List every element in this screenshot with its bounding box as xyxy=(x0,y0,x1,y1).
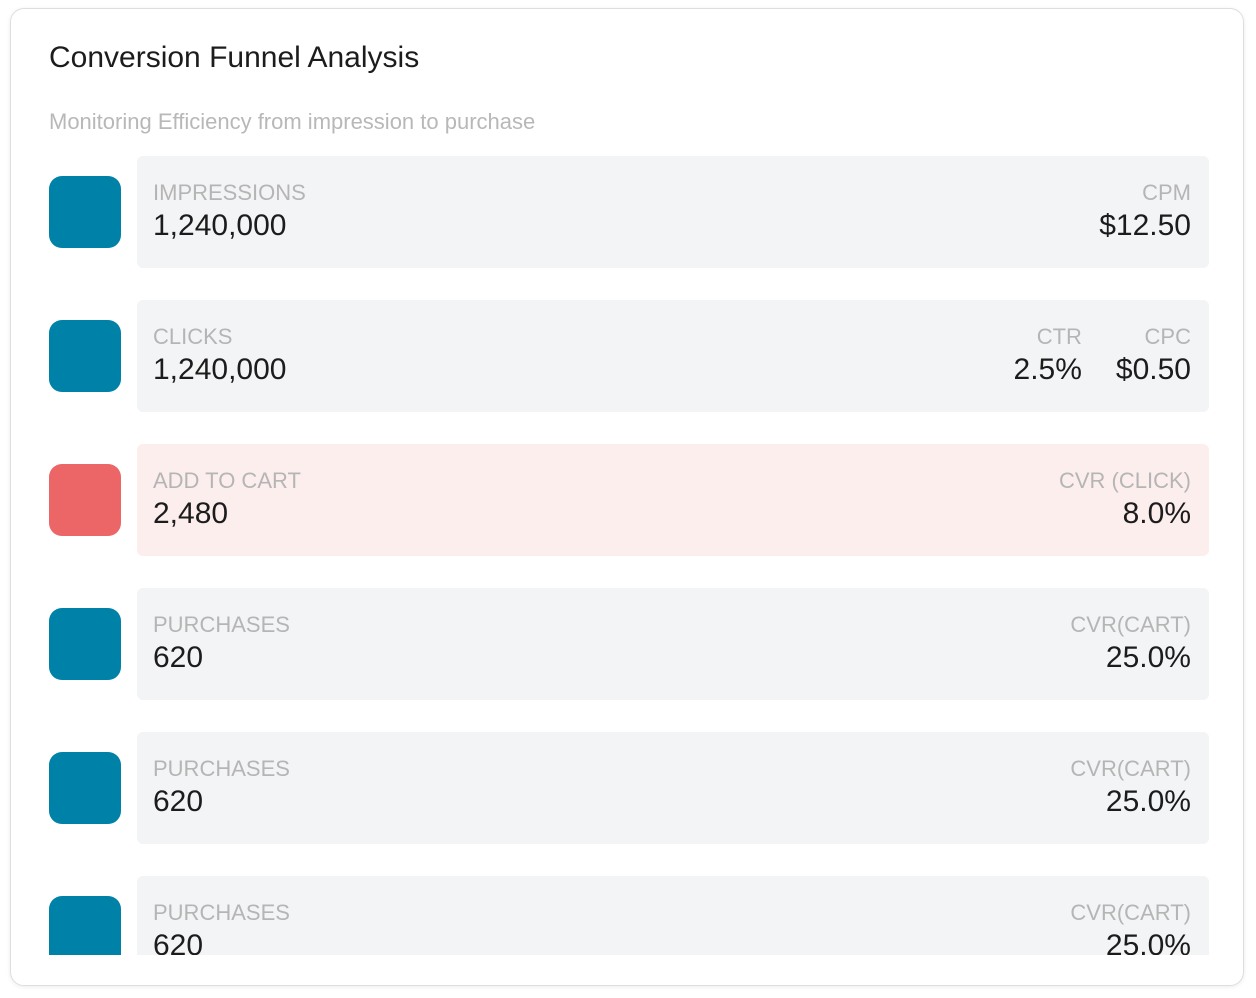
stage-main: PURCHASES 620 xyxy=(153,612,290,676)
stage-value: 2,480 xyxy=(153,497,229,530)
stage-main: PURCHASES 620 xyxy=(153,900,290,955)
metric-label: CVR(CART) xyxy=(1070,900,1191,925)
funnel-row: PURCHASES 620 CVR(CART) 25.0% xyxy=(49,732,1209,844)
stage-icon xyxy=(49,464,121,536)
stage-main: ADD TO CART 2,480 xyxy=(153,468,301,532)
stage-label: IMPRESSIONS xyxy=(153,180,306,205)
metric-value: 25.0% xyxy=(1105,929,1191,955)
metric-value: $12.50 xyxy=(1099,209,1191,242)
metric: CVR(CART) 25.0% xyxy=(1070,612,1191,676)
metric-value: 8.0% xyxy=(1122,497,1191,530)
stage-value: 620 xyxy=(153,929,204,955)
stage-value: 1,240,000 xyxy=(153,209,287,242)
stage-metrics: CVR (CLICK) 8.0% xyxy=(1059,468,1191,532)
funnel-row: IMPRESSIONS 1,240,000 CPM $12.50 xyxy=(49,156,1209,268)
metric: CVR (CLICK) 8.0% xyxy=(1059,468,1191,532)
stage-icon xyxy=(49,176,121,248)
stage-icon xyxy=(49,752,121,824)
stage-metrics: CTR 2.5% CPC $0.50 xyxy=(1014,324,1191,388)
title: Conversion Funnel Analysis xyxy=(49,41,420,74)
metric: CPM $12.50 xyxy=(1099,180,1191,244)
stage-metrics: CVR(CART) 25.0% xyxy=(1070,756,1191,820)
metric-value: $0.50 xyxy=(1115,353,1191,386)
metric: CVR(CART) 25.0% xyxy=(1070,900,1191,955)
funnel-card: Conversion Funnel Analysis Monitoring Ef… xyxy=(10,8,1244,986)
metric-value: 25.0% xyxy=(1105,785,1191,818)
funnel-row: ADD TO CART 2,480 CVR (CLICK) 8.0% xyxy=(49,444,1209,556)
stage-icon xyxy=(49,608,121,680)
stage-box: PURCHASES 620 CVR(CART) 25.0% xyxy=(137,588,1209,700)
stage-box: IMPRESSIONS 1,240,000 CPM $12.50 xyxy=(137,156,1209,268)
subtitle: Monitoring Efficiency from impression to… xyxy=(49,109,536,134)
funnel-row: CLICKS 1,240,000 CTR 2.5% CPC $0.50 xyxy=(49,300,1209,412)
metric: CTR 2.5% xyxy=(1014,324,1082,388)
stage-label: CLICKS xyxy=(153,324,233,349)
stage-box: PURCHASES 620 CVR(CART) 25.0% xyxy=(137,876,1209,955)
stage-metrics: CVR(CART) 25.0% xyxy=(1070,612,1191,676)
stage-metrics: CPM $12.50 xyxy=(1099,180,1191,244)
metric: CVR(CART) 25.0% xyxy=(1070,756,1191,820)
metric-label: CPM xyxy=(1142,180,1191,205)
metric-label: CVR (CLICK) xyxy=(1058,468,1191,493)
stage-label: PURCHASES xyxy=(153,756,290,781)
metric-value: 25.0% xyxy=(1105,641,1191,674)
funnel-list: IMPRESSIONS 1,240,000 CPM $12.50 CLICKS 1,240… xyxy=(49,156,1209,955)
stage-label: ADD TO CART xyxy=(153,468,301,493)
funnel-row: PURCHASES 620 CVR(CART) 25.0% xyxy=(49,876,1209,955)
stage-label: PURCHASES xyxy=(153,612,290,637)
metric-value: 2.5% xyxy=(1013,353,1082,386)
metric: CPC $0.50 xyxy=(1116,324,1191,388)
stage-metrics: CVR(CART) 25.0% xyxy=(1070,900,1191,955)
stage-main: CLICKS 1,240,000 xyxy=(153,324,286,388)
stage-box: CLICKS 1,240,000 CTR 2.5% CPC $0.50 xyxy=(137,300,1209,412)
stage-label: PURCHASES xyxy=(153,900,290,925)
stage-box: ADD TO CART 2,480 CVR (CLICK) 8.0% xyxy=(137,444,1209,556)
stage-main: IMPRESSIONS 1,240,000 xyxy=(153,180,306,244)
metric-label: CVR(CART) xyxy=(1070,756,1191,781)
stage-box: PURCHASES 620 CVR(CART) 25.0% xyxy=(137,732,1209,844)
stage-icon xyxy=(49,320,121,392)
metric-label: CVR(CART) xyxy=(1070,612,1191,637)
stage-value: 620 xyxy=(153,785,204,818)
stage-icon xyxy=(49,896,121,955)
stage-value: 1,240,000 xyxy=(153,353,287,386)
metric-label: CPC xyxy=(1144,324,1191,349)
stage-value: 620 xyxy=(153,641,204,674)
stage-main: PURCHASES 620 xyxy=(153,756,290,820)
metric-label: CTR xyxy=(1036,324,1082,349)
funnel-row: PURCHASES 620 CVR(CART) 25.0% xyxy=(49,588,1209,700)
